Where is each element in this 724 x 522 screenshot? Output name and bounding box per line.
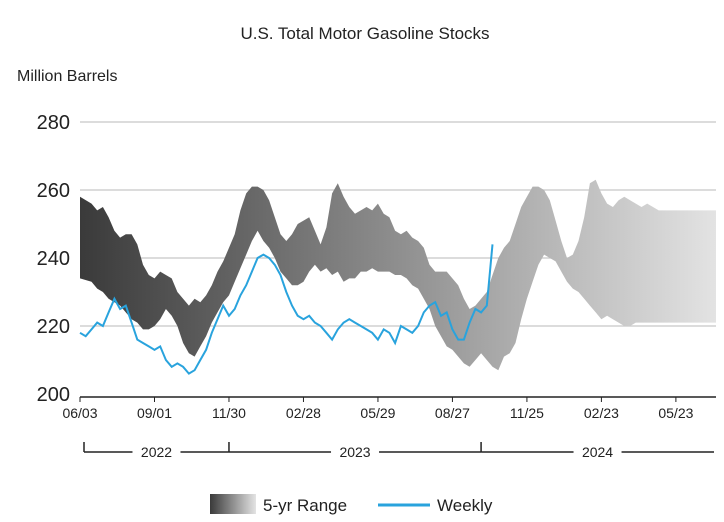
legend: 5-yr Range Weekly [210, 494, 493, 515]
x-tick-09-01: 09/01 [137, 405, 172, 421]
five-year-range-band [80, 179, 716, 371]
year-axis: 2022 2023 2024 [83, 442, 714, 460]
x-tick-05-23: 05/23 [658, 405, 693, 421]
year-label-2023: 2023 [339, 444, 370, 460]
y-tick-240: 240 [37, 248, 70, 270]
x-tick-06-03: 06/03 [62, 405, 97, 421]
year-label-2024: 2024 [582, 444, 613, 460]
x-tick-11-25: 11/25 [510, 405, 544, 421]
y-tick-labels: 200 220 240 260 280 [37, 112, 70, 406]
x-tick-05-29: 05/29 [360, 405, 395, 421]
legend-range-swatch [210, 494, 256, 514]
x-tick-labels: 06/03 09/01 11/30 02/28 05/29 08/27 11/25 02/23… [62, 397, 694, 421]
y-tick-280: 280 [37, 112, 70, 134]
y-tick-200: 200 [37, 384, 70, 406]
legend-weekly-label: Weekly [437, 496, 493, 515]
chart-title: U.S. Total Motor Gasoline Stocks [240, 24, 489, 43]
legend-range-label: 5-yr Range [263, 496, 347, 515]
weekly-line [79, 244, 494, 375]
y-tick-220: 220 [37, 316, 70, 338]
y-tick-260: 260 [37, 180, 70, 202]
x-tick-08-27: 08/27 [435, 405, 470, 421]
x-tick-02-23: 02/23 [584, 405, 619, 421]
year-label-2022: 2022 [141, 444, 172, 460]
x-tick-02-28: 02/28 [286, 405, 321, 421]
y-axis-label: Million Barrels [17, 68, 117, 85]
x-tick-11-30: 11/30 [212, 405, 246, 421]
